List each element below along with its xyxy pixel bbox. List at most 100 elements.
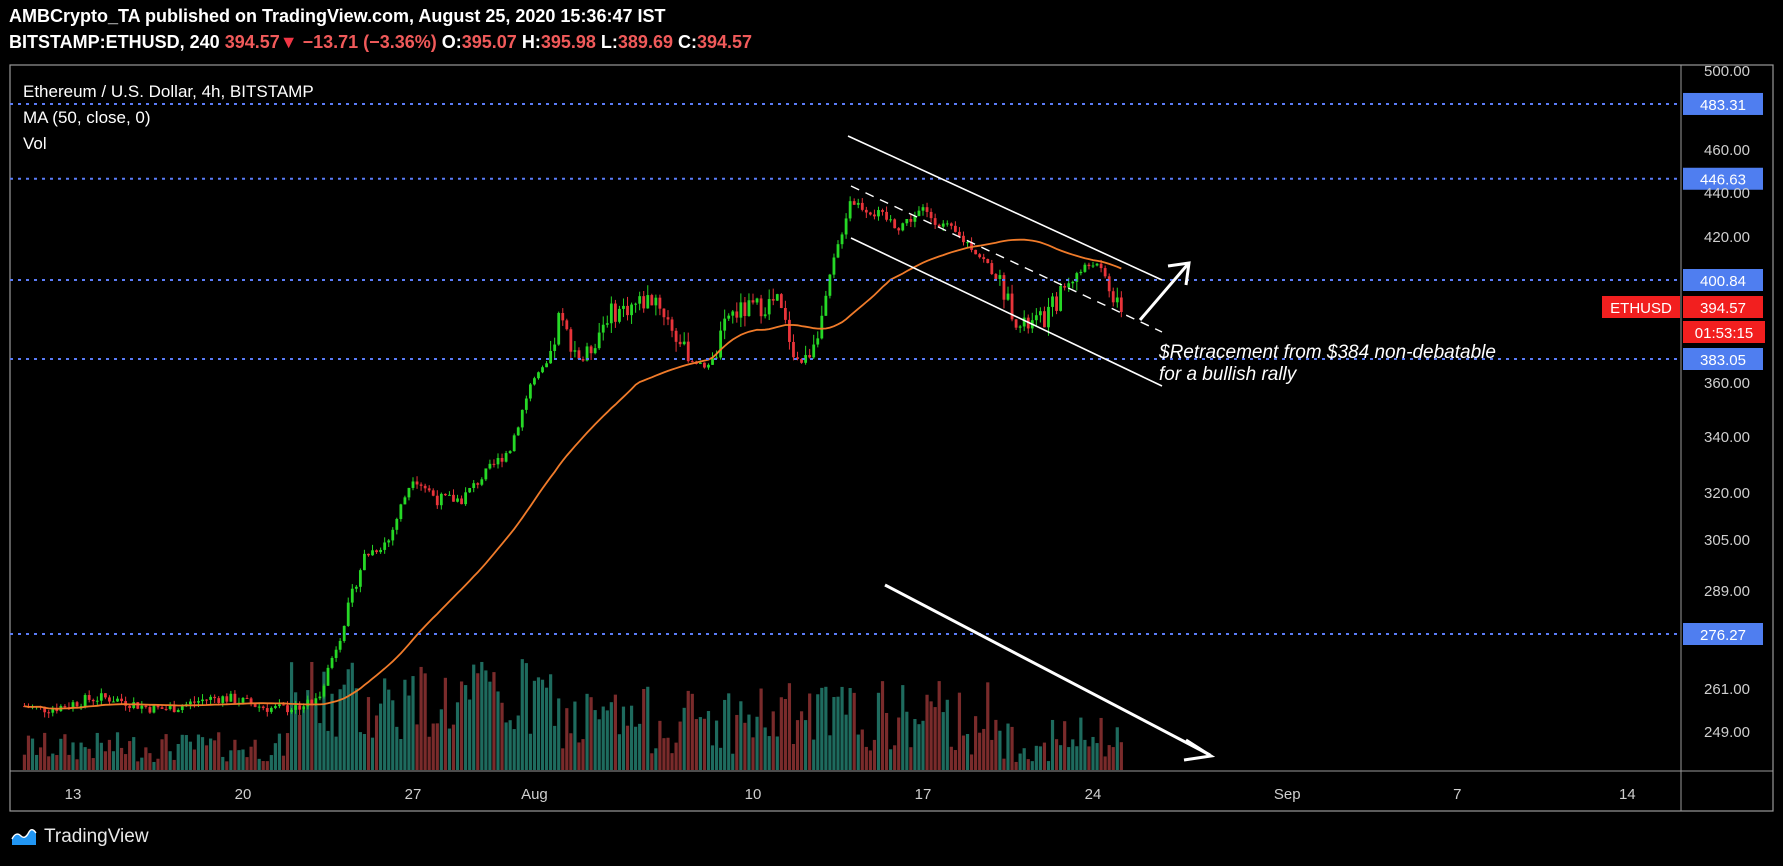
candle-body	[958, 231, 961, 236]
volume-bar	[897, 717, 901, 770]
volume-bar	[480, 661, 484, 770]
candle-body	[929, 211, 933, 219]
candle-body	[605, 323, 609, 325]
volume-bar	[577, 742, 581, 770]
volume-bar	[682, 707, 686, 770]
volume-bar	[706, 711, 711, 770]
candle-body	[642, 296, 646, 309]
candle-body	[962, 235, 965, 243]
x-tick-label: 27	[405, 786, 422, 803]
volume-bar	[330, 693, 334, 770]
candle-body	[881, 210, 884, 212]
candle-body	[674, 330, 678, 342]
bullish-arrow[interactable]	[1138, 261, 1191, 321]
volume-bar	[273, 743, 277, 770]
volume-bar	[1006, 723, 1010, 770]
candle-body	[646, 295, 650, 309]
candle-body	[1079, 271, 1083, 274]
candle-body	[112, 701, 115, 703]
candle-body	[755, 298, 759, 303]
volume-bar	[986, 682, 990, 770]
candle-body	[99, 693, 103, 701]
volume-bar	[1026, 759, 1030, 770]
volume-bar	[362, 734, 367, 770]
candle-body	[387, 540, 391, 543]
candle-body	[47, 712, 51, 714]
footer-brand[interactable]: TradingView	[10, 826, 149, 848]
volume-bar	[779, 697, 783, 770]
volume-bar	[180, 734, 184, 770]
price-axis[interactable]: 500.00 460.00 440.00 420.00 360.00 340.00 320.…	[1704, 63, 1750, 741]
candle-body	[711, 358, 714, 365]
volume-bar	[678, 721, 682, 770]
candle-body	[824, 295, 828, 316]
x-tick-label: 14	[1619, 786, 1636, 803]
candle-body	[221, 696, 225, 703]
volume-bar	[799, 711, 804, 770]
candle-body	[569, 329, 573, 352]
volume-bar	[901, 685, 905, 770]
volume-bar	[791, 743, 796, 770]
volume-bar	[455, 702, 460, 770]
time-axis[interactable]: 13 20 27 Aug 10 17 24 Sep 7 14	[65, 786, 1636, 803]
y-tick-label: 420.00	[1704, 229, 1750, 246]
volume-bar	[828, 735, 832, 770]
volume-bar	[488, 681, 492, 770]
candle-body	[1014, 319, 1018, 328]
channel-drawing[interactable]	[847, 135, 1163, 387]
candle-body	[144, 705, 148, 708]
candle-body	[731, 311, 735, 316]
candles	[23, 196, 1123, 718]
volume-bar	[674, 742, 678, 770]
volume-bar	[840, 686, 844, 770]
candle-body	[613, 303, 617, 322]
candle-body	[966, 242, 969, 244]
candle-body	[545, 363, 548, 368]
candle-body	[1006, 293, 1010, 300]
candle-body	[666, 317, 670, 320]
bullish-arrow-line[interactable]	[1138, 263, 1190, 321]
volume-bar	[443, 677, 447, 770]
channel-top-line[interactable]	[847, 135, 1163, 281]
volume-bar	[921, 720, 925, 770]
volume-bar	[1079, 717, 1083, 770]
down-arrow-icon: ▼	[279, 32, 298, 52]
volume-bar	[532, 680, 537, 770]
volume-bar	[192, 749, 197, 770]
volume-bar	[536, 677, 541, 770]
volume-bar	[872, 739, 877, 770]
level-tag-bg	[1683, 269, 1763, 291]
volume-trend-line[interactable]	[884, 583, 1211, 757]
volume-bar	[111, 751, 116, 770]
volume-trend-arrow[interactable]	[884, 583, 1216, 762]
legend-vol: Vol	[23, 134, 47, 153]
volume-bar	[289, 662, 294, 770]
volume-bar	[723, 699, 727, 770]
volume-bar	[484, 670, 488, 770]
candle-body	[921, 207, 925, 211]
channel-bottom-line[interactable]	[850, 237, 1163, 387]
volume-bar	[961, 735, 966, 770]
bullish-arrowhead-icon	[1167, 261, 1191, 286]
volume-bar	[160, 739, 164, 770]
candle-body	[873, 214, 876, 217]
volume-bar	[269, 755, 273, 770]
candle-body	[108, 697, 111, 702]
candle-body	[379, 549, 383, 553]
volume-bar	[496, 691, 500, 770]
volume-bar	[221, 756, 225, 770]
volume-bar	[617, 734, 622, 770]
volume-bar	[366, 697, 371, 770]
candle-body	[759, 298, 763, 317]
volume-bar	[379, 703, 383, 770]
volume-bar	[561, 748, 565, 770]
tradingview-logo-icon	[11, 829, 37, 845]
candle-body	[322, 685, 326, 697]
volume-bar	[468, 699, 472, 770]
candle-body	[213, 696, 217, 699]
horizontal-levels[interactable]: 483.31 446.63 400.84 383.05 276.27	[10, 92, 1763, 645]
candle-body	[698, 362, 702, 365]
volume-bar	[196, 734, 201, 770]
current-price-tag: ETHUSD 394.57 01:53:15	[1602, 296, 1765, 343]
